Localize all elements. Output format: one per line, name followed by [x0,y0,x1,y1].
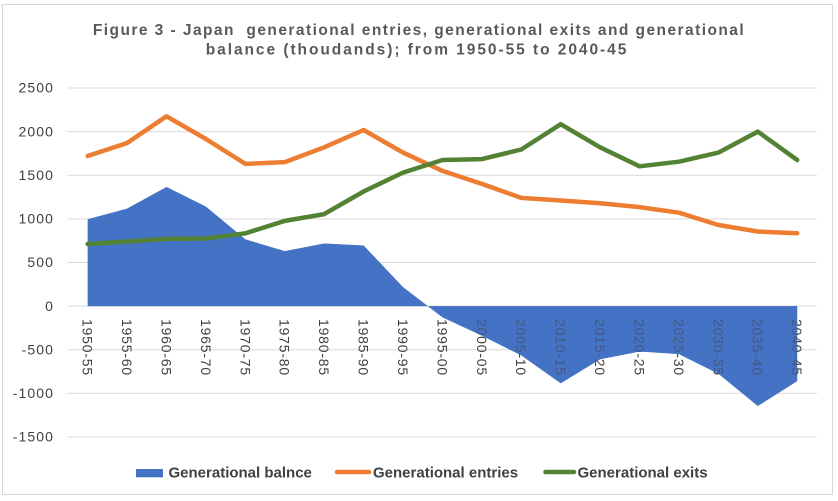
svg-text:500: 500 [27,254,54,270]
svg-text:balance (thoudands); from 1950: balance (thoudands); from 1950-55 to 204… [206,42,629,59]
svg-text:-1500: -1500 [13,429,54,445]
svg-text:-1000: -1000 [13,385,54,401]
svg-text:1975-80: 1975-80 [277,319,293,376]
svg-text:Generational entries: Generational entries [373,465,518,482]
svg-text:0: 0 [45,298,54,314]
svg-text:1985-90: 1985-90 [356,319,372,376]
svg-text:1970-75: 1970-75 [237,319,253,376]
svg-text:1000: 1000 [18,211,54,227]
svg-text:1950-55: 1950-55 [80,319,96,376]
svg-text:Generational exits: Generational exits [578,465,708,482]
svg-text:-500: -500 [22,341,54,357]
svg-text:1990-95: 1990-95 [395,319,411,376]
svg-text:Figure 3 - Japan generational: Figure 3 - Japan generational entries, g… [93,22,745,39]
svg-text:1965-70: 1965-70 [198,319,214,376]
svg-text:Generational balnce: Generational balnce [169,465,312,482]
svg-text:2500: 2500 [18,80,54,96]
svg-text:1500: 1500 [18,167,54,183]
svg-text:2000: 2000 [18,123,54,139]
svg-text:1995-00: 1995-00 [434,319,450,376]
svg-text:1980-85: 1980-85 [316,319,332,376]
svg-text:1955-60: 1955-60 [119,319,135,376]
svg-text:1960-65: 1960-65 [158,319,174,376]
